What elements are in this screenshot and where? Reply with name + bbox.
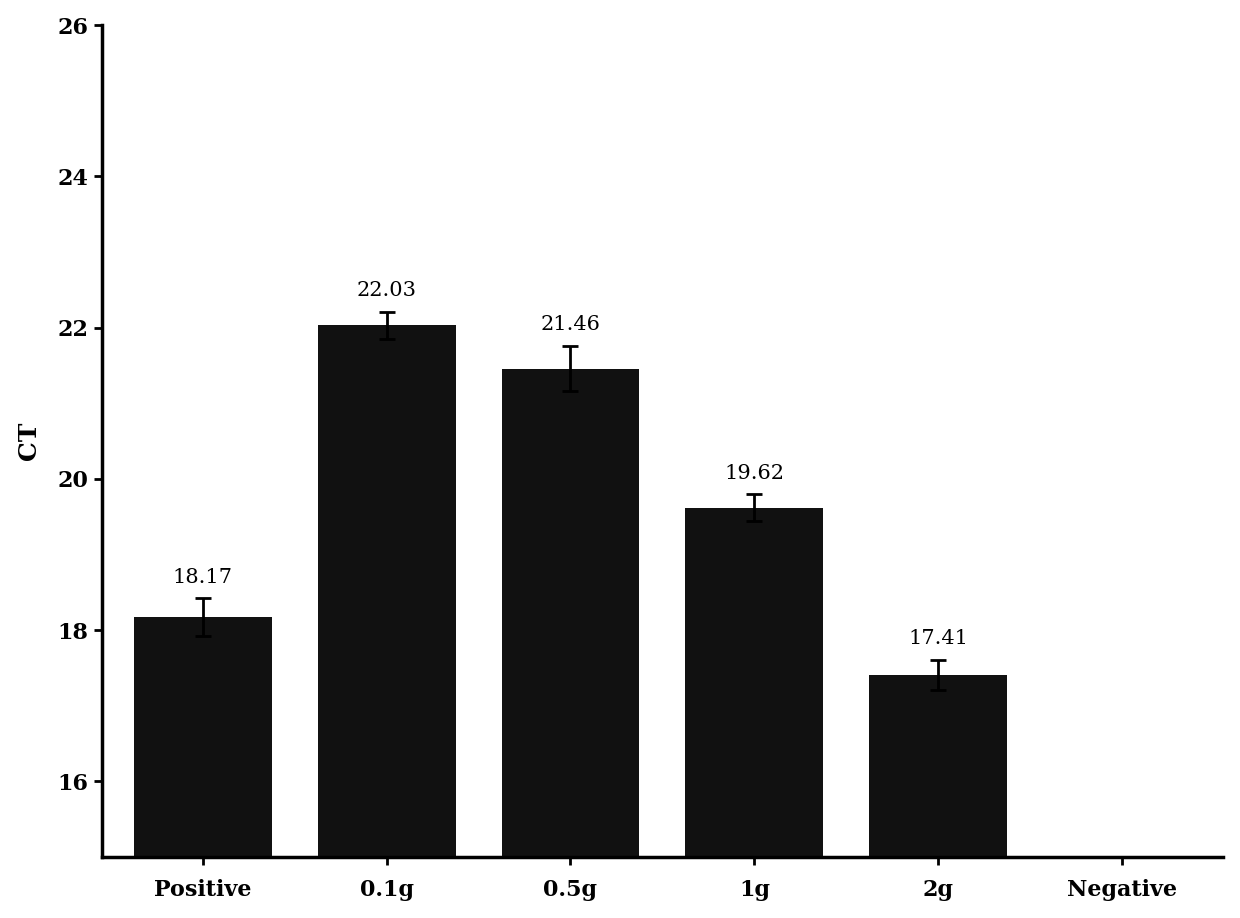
Text: 18.17: 18.17 [172,568,233,588]
Y-axis label: CT: CT [16,422,41,460]
Text: 22.03: 22.03 [357,282,417,300]
Text: 19.62: 19.62 [724,464,785,483]
Bar [501,368,640,857]
Bar [134,618,272,857]
Text: 21.46: 21.46 [541,316,600,334]
Text: 17.41: 17.41 [908,630,968,648]
Bar [317,325,455,857]
Bar [686,508,823,857]
Bar [869,675,1007,857]
